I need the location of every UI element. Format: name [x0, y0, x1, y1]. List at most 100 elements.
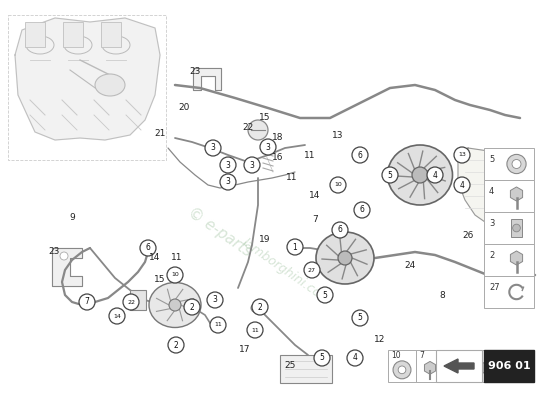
Circle shape	[398, 366, 406, 374]
Circle shape	[207, 292, 223, 308]
Circle shape	[427, 167, 443, 183]
Text: 7: 7	[85, 298, 90, 306]
Text: 14: 14	[113, 314, 121, 318]
Circle shape	[347, 350, 363, 366]
Text: 3: 3	[266, 142, 271, 152]
Text: 22: 22	[127, 300, 135, 304]
Circle shape	[512, 160, 521, 168]
Bar	[101, 22, 121, 47]
Ellipse shape	[185, 303, 199, 313]
Bar	[511, 219, 522, 237]
Text: 2: 2	[489, 251, 494, 260]
Bar	[8, 15, 166, 160]
Text: 8: 8	[439, 290, 445, 300]
Circle shape	[247, 322, 263, 338]
Text: 6: 6	[475, 352, 480, 360]
Text: 13: 13	[458, 152, 466, 158]
Text: 17: 17	[239, 346, 251, 354]
Text: 13: 13	[332, 130, 344, 140]
Text: 3: 3	[212, 296, 217, 304]
Text: 23: 23	[48, 248, 60, 256]
Circle shape	[79, 294, 95, 310]
Circle shape	[287, 239, 303, 255]
Text: 3: 3	[226, 160, 230, 170]
Text: © e-parts: © e-parts	[185, 204, 255, 260]
Circle shape	[109, 308, 125, 324]
Circle shape	[205, 140, 221, 156]
Text: 3: 3	[211, 144, 216, 152]
Circle shape	[184, 299, 200, 315]
Text: 3: 3	[226, 178, 230, 186]
Text: 10: 10	[334, 182, 342, 188]
Circle shape	[210, 317, 226, 333]
Circle shape	[252, 299, 268, 315]
Text: 25: 25	[284, 360, 296, 370]
Bar	[25, 22, 45, 47]
Bar	[484, 148, 534, 180]
Text: 2: 2	[174, 340, 178, 350]
Text: 19: 19	[259, 236, 271, 244]
Text: 6: 6	[338, 226, 343, 234]
Text: 9: 9	[69, 214, 75, 222]
Circle shape	[260, 139, 276, 155]
Text: 4: 4	[460, 180, 464, 190]
Text: 4: 4	[489, 187, 494, 196]
Circle shape	[314, 350, 330, 366]
Polygon shape	[444, 359, 474, 373]
Polygon shape	[15, 18, 160, 140]
Circle shape	[330, 177, 346, 193]
Circle shape	[244, 157, 260, 173]
Text: 6: 6	[358, 150, 362, 160]
Circle shape	[507, 154, 526, 174]
Text: 10: 10	[171, 272, 179, 278]
Ellipse shape	[316, 232, 374, 284]
Text: 27: 27	[308, 268, 316, 272]
Text: lamborghini.com: lamborghini.com	[239, 236, 333, 308]
Text: 14: 14	[309, 190, 321, 200]
Bar	[472, 350, 500, 382]
Bar	[416, 350, 444, 382]
Circle shape	[454, 147, 470, 163]
Bar	[484, 180, 534, 212]
Circle shape	[412, 167, 428, 183]
Text: 4: 4	[432, 170, 437, 180]
Text: 5: 5	[489, 155, 494, 164]
Ellipse shape	[149, 282, 201, 328]
Text: 5: 5	[358, 314, 362, 322]
Bar	[388, 350, 416, 382]
Text: 8: 8	[447, 352, 452, 360]
Text: 11: 11	[251, 328, 259, 332]
Circle shape	[248, 120, 268, 140]
Polygon shape	[52, 248, 82, 286]
Text: 6: 6	[360, 206, 365, 214]
Ellipse shape	[95, 74, 125, 96]
Circle shape	[382, 167, 398, 183]
Circle shape	[352, 147, 368, 163]
Circle shape	[304, 262, 320, 278]
Ellipse shape	[251, 303, 265, 313]
Text: 11: 11	[214, 322, 222, 328]
Text: 11: 11	[286, 174, 298, 182]
Circle shape	[123, 294, 139, 310]
Circle shape	[454, 177, 470, 193]
Text: 3: 3	[489, 219, 494, 228]
Circle shape	[338, 251, 352, 265]
Text: 11: 11	[304, 150, 316, 160]
Circle shape	[140, 240, 156, 256]
Bar	[484, 276, 534, 308]
Text: 2: 2	[190, 302, 194, 312]
Text: 7: 7	[312, 216, 318, 224]
Text: 23: 23	[189, 68, 201, 76]
Circle shape	[513, 224, 520, 232]
Bar	[280, 355, 332, 383]
Bar	[63, 22, 83, 47]
Text: 2: 2	[257, 302, 262, 312]
Circle shape	[167, 267, 183, 283]
Circle shape	[220, 157, 236, 173]
Text: 1: 1	[293, 242, 298, 252]
Text: 14: 14	[149, 254, 161, 262]
Text: 27: 27	[489, 283, 499, 292]
Text: 10: 10	[391, 352, 400, 360]
Text: 5: 5	[320, 354, 324, 362]
Text: 22: 22	[243, 124, 254, 132]
